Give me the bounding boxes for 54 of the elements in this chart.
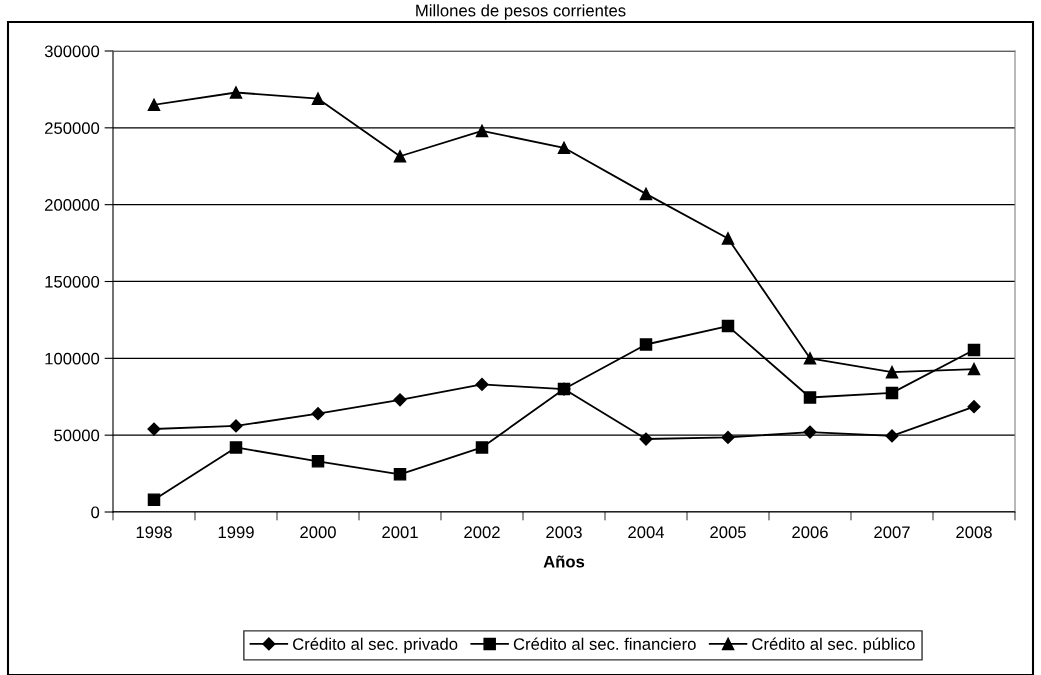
point xyxy=(557,141,571,155)
x-tick-label: 2006 xyxy=(792,526,828,539)
point xyxy=(721,319,735,333)
point xyxy=(803,391,817,404)
point xyxy=(311,407,325,421)
point xyxy=(885,386,899,400)
x-tick-label: 2005 xyxy=(710,526,746,539)
point xyxy=(311,455,325,468)
x-tick-label: 1998 xyxy=(136,526,172,539)
x-tick-label: 2004 xyxy=(628,526,665,539)
x-axis-title: Años xyxy=(543,555,585,568)
chart-title: Millones de pesos corrientes xyxy=(416,4,626,20)
legend-label: Crédito al sec. financiero xyxy=(513,637,696,650)
point xyxy=(639,338,653,351)
point xyxy=(885,429,899,443)
point xyxy=(803,425,817,439)
point xyxy=(311,92,325,105)
point xyxy=(393,468,407,481)
point xyxy=(229,86,243,99)
point xyxy=(147,98,161,112)
point xyxy=(147,422,161,436)
point xyxy=(229,441,243,454)
y-tick-label: 100000 xyxy=(45,352,100,365)
point xyxy=(721,232,735,245)
legend-label: Crédito al sec. privado xyxy=(293,637,458,654)
x-tick-label: 2002 xyxy=(464,526,500,539)
point xyxy=(803,352,817,365)
point xyxy=(639,187,653,201)
point xyxy=(393,150,407,163)
y-tick-label: 200000 xyxy=(45,199,100,211)
y-tick-label: 0 xyxy=(91,506,100,519)
point xyxy=(393,393,407,407)
x-tick-label: 2000 xyxy=(300,526,336,539)
x-tick-label: 2008 xyxy=(956,526,992,539)
y-tick-label: 300000 xyxy=(44,45,100,58)
x-tick-label: 2007 xyxy=(874,526,910,539)
x-tick-label: 2001 xyxy=(382,526,418,539)
point xyxy=(229,419,243,433)
x-tick-label: 1999 xyxy=(218,526,254,539)
point xyxy=(967,362,981,376)
x-tick-label: 2003 xyxy=(546,526,582,539)
legend-label: Crédito al sec. público xyxy=(752,637,915,654)
point xyxy=(475,377,489,392)
point xyxy=(721,430,735,445)
point xyxy=(967,400,981,414)
y-tick-label: 250000 xyxy=(45,122,100,135)
y-tick-label: 150000 xyxy=(45,275,100,288)
point xyxy=(639,432,653,446)
y-tick-label: 50000 xyxy=(54,429,100,442)
point xyxy=(885,365,899,379)
point xyxy=(475,441,489,454)
point xyxy=(967,343,981,357)
point xyxy=(475,124,489,138)
point xyxy=(147,493,161,506)
